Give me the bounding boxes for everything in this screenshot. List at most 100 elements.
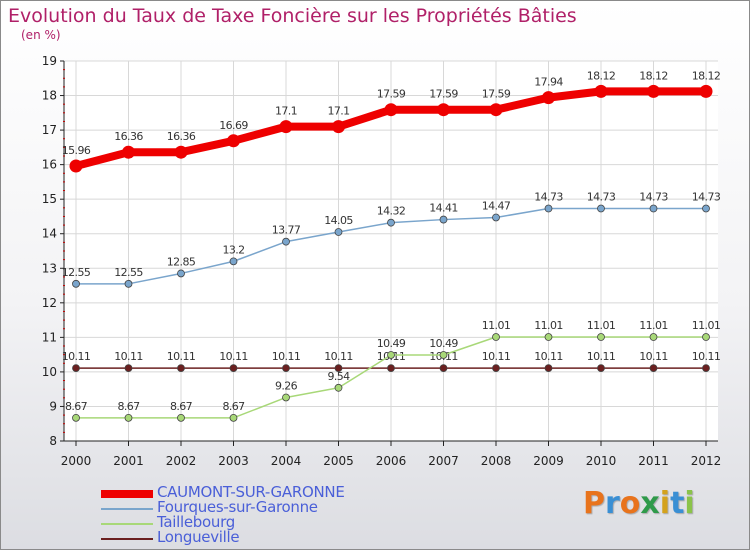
- data-point: [177, 364, 185, 373]
- legend-item: Fourques-sur-Garonne: [101, 499, 401, 516]
- x-tick-label: 2009: [533, 454, 564, 468]
- data-point: [174, 145, 188, 159]
- data-point: [72, 364, 80, 373]
- data-label: 8.67: [117, 400, 140, 413]
- data-point: [702, 364, 710, 373]
- data-label: 10.11: [219, 350, 248, 363]
- data-label: 13.77: [272, 224, 301, 237]
- data-label: 15.96: [62, 144, 91, 157]
- y-tick-label: 14: [42, 227, 57, 241]
- data-label: 10.11: [114, 350, 143, 363]
- data-label: 10.49: [429, 337, 458, 350]
- data-point: [227, 134, 240, 148]
- x-tick-label: 2007: [428, 454, 459, 468]
- data-point: [387, 351, 395, 359]
- brand-logo-letter: i: [659, 486, 671, 521]
- y-tick-label: 18: [42, 89, 57, 103]
- data-point: [124, 413, 133, 422]
- brand-logo: Proxiti: [583, 486, 695, 521]
- data-label: 11.01: [482, 319, 511, 332]
- data-label: 17.59: [429, 88, 458, 101]
- data-label: 10.11: [639, 350, 668, 363]
- x-tick-label: 2001: [113, 454, 144, 468]
- data-label: 16.36: [114, 130, 143, 143]
- x-tick-label: 2004: [271, 454, 302, 468]
- data-point: [279, 120, 293, 134]
- data-label: 12.55: [62, 266, 91, 279]
- chart-unit-label: (en %): [21, 28, 61, 42]
- data-point: [699, 84, 713, 98]
- data-label: 14.73: [692, 191, 721, 204]
- data-point: [282, 364, 290, 373]
- data-label: 11.01: [587, 319, 616, 332]
- data-point: [492, 213, 500, 222]
- data-point: [702, 204, 710, 213]
- data-point: [544, 204, 553, 213]
- data-label: 11.01: [639, 319, 668, 332]
- data-label: 17.1: [275, 105, 297, 118]
- data-point: [177, 413, 185, 422]
- x-tick-label: 2005: [323, 454, 354, 468]
- data-label: 11.01: [534, 319, 563, 332]
- data-label: 10.11: [482, 350, 511, 363]
- data-label: 8.67: [222, 400, 245, 413]
- legend-label: Taillebourg: [157, 513, 235, 531]
- data-label: 14.05: [324, 214, 353, 227]
- legend-item: CAUMONT-SUR-GARONNE: [101, 484, 401, 501]
- y-tick-label: 16: [42, 158, 57, 172]
- data-point: [649, 333, 658, 341]
- data-point: [542, 91, 555, 105]
- data-point: [334, 228, 343, 236]
- data-point: [597, 364, 605, 373]
- brand-logo-letter: r: [605, 486, 620, 521]
- data-point: [492, 364, 500, 373]
- data-point: [387, 218, 395, 227]
- data-label: 17.59: [482, 88, 511, 101]
- x-tick-label: 2002: [166, 454, 197, 468]
- x-tick-label: 2000: [61, 454, 92, 468]
- data-point: [229, 413, 238, 422]
- data-label: 9.26: [275, 379, 298, 392]
- x-tick-label: 2010: [586, 454, 617, 468]
- data-point: [282, 237, 290, 246]
- data-label: 14.73: [534, 191, 563, 204]
- data-label: 18.12: [639, 69, 668, 82]
- data-label: 14.41: [429, 202, 458, 215]
- data-point: [647, 84, 660, 98]
- data-point: [439, 351, 448, 359]
- data-label: 10.11: [272, 350, 301, 363]
- data-label: 18.12: [587, 69, 616, 82]
- data-label: 10.11: [534, 350, 563, 363]
- y-tick-label: 13: [42, 261, 57, 275]
- y-tick-label: 10: [42, 365, 57, 379]
- data-point: [229, 257, 238, 266]
- legend-label: Longueville: [157, 528, 240, 546]
- data-label: 12.55: [114, 266, 143, 279]
- data-point: [649, 204, 658, 213]
- data-label: 12.85: [167, 255, 196, 268]
- legend-item: Longueville: [101, 528, 401, 546]
- data-point: [544, 333, 553, 341]
- data-point: [387, 364, 395, 373]
- x-tick-label: 2012: [691, 454, 722, 468]
- data-point: [439, 364, 448, 373]
- data-label: 13.2: [222, 243, 244, 256]
- y-tick-label: 11: [42, 330, 57, 344]
- brand-logo-letter: P: [583, 486, 605, 521]
- data-point: [72, 279, 80, 288]
- x-tick-label: 2008: [481, 454, 512, 468]
- data-label: 8.67: [65, 400, 88, 413]
- chart-title: Evolution du Taux de Taxe Foncière sur l…: [8, 5, 577, 27]
- data-point: [229, 364, 238, 373]
- chart-legend: CAUMONT-SUR-GARONNE Fourques-sur-Garonne T…: [101, 484, 401, 546]
- data-point: [437, 103, 450, 117]
- data-label: 10.11: [587, 350, 616, 363]
- legend-swatch: [101, 538, 153, 540]
- data-point: [282, 393, 290, 402]
- brand-logo-letter: i: [684, 486, 695, 521]
- data-point: [384, 103, 398, 117]
- data-label: 10.11: [167, 350, 196, 363]
- x-tick-label: 2003: [218, 454, 249, 468]
